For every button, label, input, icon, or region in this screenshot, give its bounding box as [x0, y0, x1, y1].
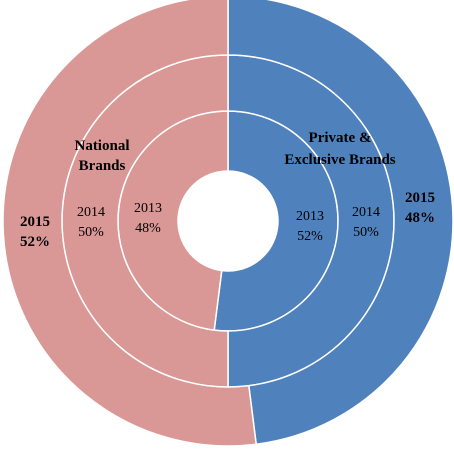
- data-label-year-2014-national: 2014: [77, 205, 105, 220]
- data-label-value-2013-private: 52%: [297, 229, 323, 244]
- category-label-national-line1: National: [74, 138, 129, 154]
- data-label-year-2014-private: 2014: [352, 205, 380, 220]
- data-label-year-2013-private: 2013: [296, 209, 324, 224]
- category-label-private-line2: Exclusive Brands: [284, 152, 395, 168]
- data-label-value-2015-private: 48%: [405, 210, 435, 226]
- labels-group: 2013 48% 2013 52% 2014 50% 2014 50% 2015 52% 2015 4…: [20, 190, 435, 250]
- slice-2015-national: [2, 0, 258, 447]
- data-label-value-2013-national: 48%: [135, 221, 161, 236]
- data-label-value-2014-private: 50%: [353, 225, 379, 240]
- data-label-year-2013-national: 2013: [134, 201, 162, 216]
- slice-2015-private: [227, 0, 454, 446]
- category-label-private-line1: Private &: [309, 130, 372, 146]
- category-label-national-line2: Brands: [79, 158, 126, 174]
- data-label-value-2014-national: 50%: [78, 225, 104, 240]
- data-label-year-2015-national: 2015: [20, 214, 50, 230]
- data-label-value-2015-national: 52%: [20, 234, 50, 250]
- data-label-year-2015-private: 2015: [405, 190, 435, 206]
